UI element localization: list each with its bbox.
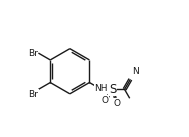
Text: NH: NH	[94, 84, 108, 93]
Text: O: O	[113, 99, 120, 108]
Text: S: S	[109, 83, 117, 96]
Text: O: O	[101, 96, 108, 105]
Text: N: N	[132, 67, 139, 76]
Text: Br: Br	[29, 90, 38, 99]
Text: Br: Br	[28, 49, 38, 58]
